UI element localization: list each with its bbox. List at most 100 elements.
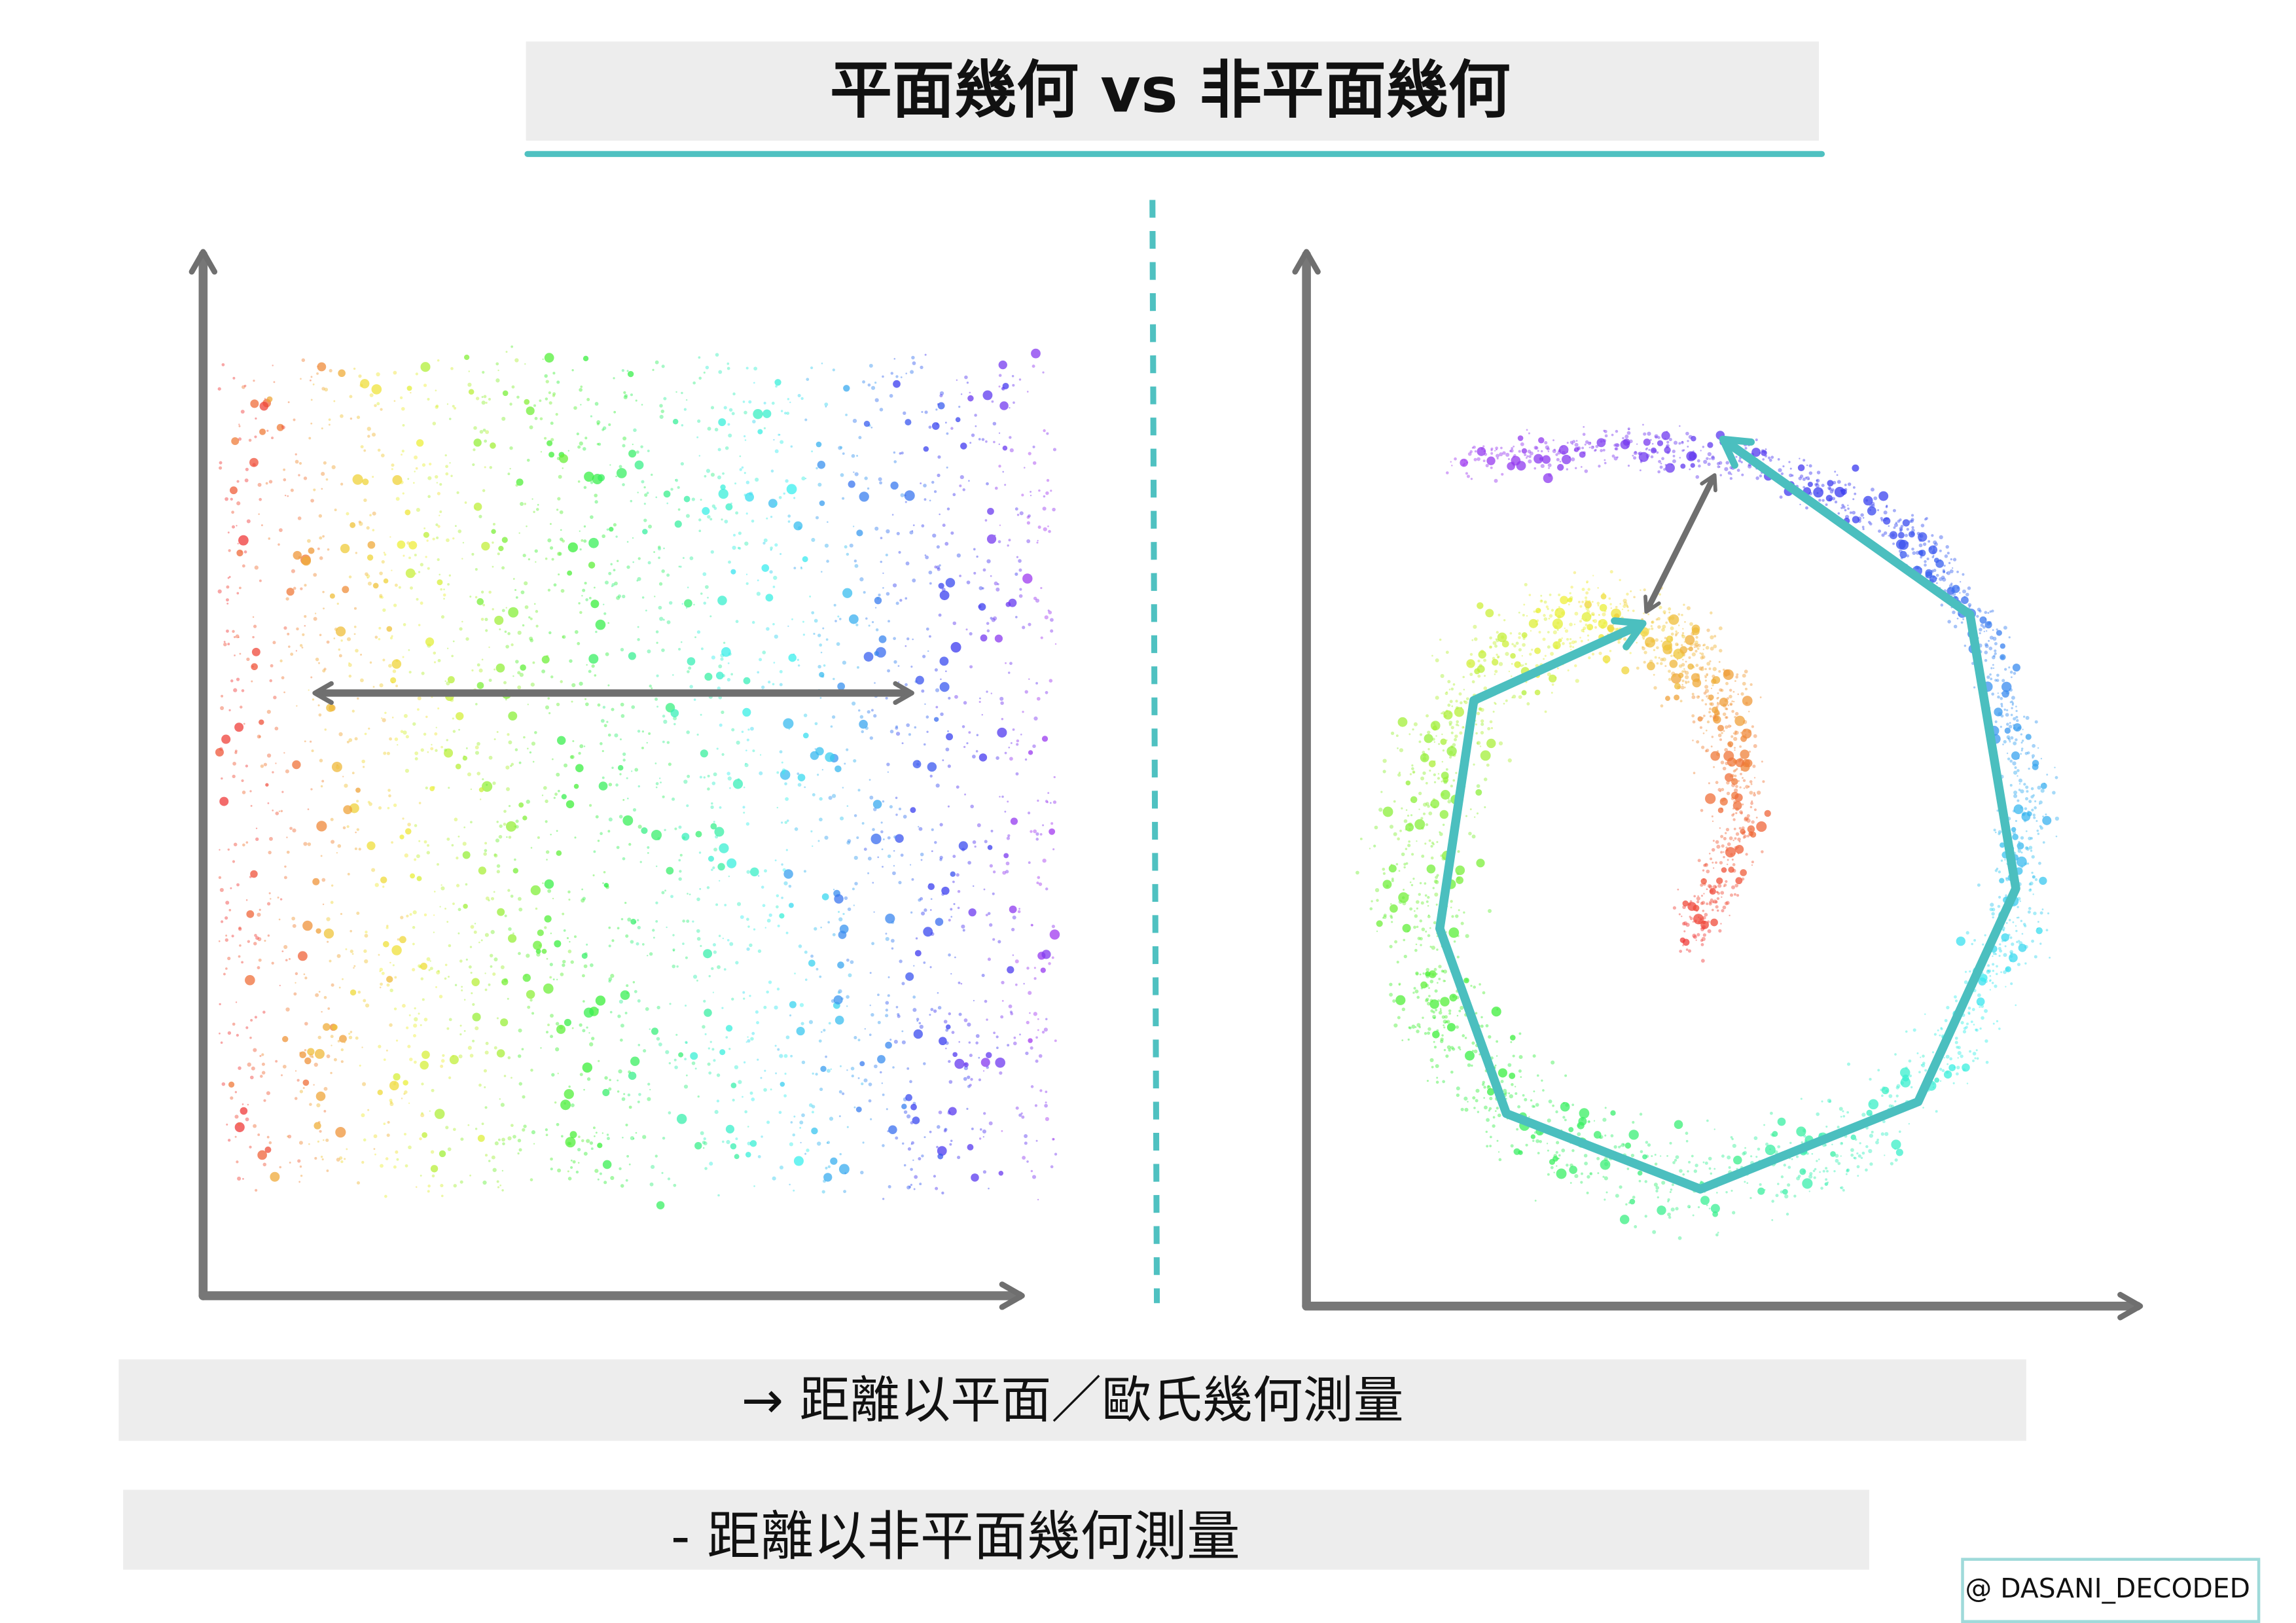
- scatter-dot: [735, 620, 739, 624]
- scatter-dot: [1408, 1026, 1411, 1029]
- scatter-dot: [363, 766, 365, 768]
- scatter-dot: [288, 645, 291, 648]
- scatter-dot: [1721, 896, 1723, 898]
- scatter-dot: [1657, 1205, 1666, 1215]
- scatter-dot: [707, 787, 710, 791]
- scatter-dot: [1710, 918, 1718, 927]
- scatter-dot: [394, 737, 399, 741]
- scatter-dot: [734, 482, 737, 485]
- scatter-dot: [988, 1121, 993, 1126]
- scatter-dot: [685, 956, 688, 959]
- scatter-dot: [978, 1078, 982, 1082]
- scatter-dot: [1030, 1046, 1033, 1050]
- scatter-dot: [590, 415, 593, 418]
- scatter-dot: [853, 759, 857, 763]
- scatter-dot: [413, 1024, 418, 1028]
- scatter-dot: [1602, 1175, 1605, 1178]
- scatter-dot: [793, 1115, 796, 1118]
- scatter-dot: [2001, 933, 2009, 942]
- scatter-dot: [736, 902, 742, 906]
- scatter-dot: [406, 1026, 409, 1029]
- scatter-dot: [1721, 799, 1724, 802]
- scatter-dot: [299, 1052, 302, 1054]
- scatter-dot: [363, 1138, 367, 1142]
- scatter-dot: [556, 1122, 560, 1126]
- scatter-dot: [323, 668, 327, 671]
- scatter-dot: [1787, 1166, 1791, 1169]
- scatter-dot: [628, 450, 637, 458]
- scatter-dot: [1496, 1139, 1499, 1142]
- scatter-dot: [969, 1054, 973, 1058]
- scatter-dot: [1052, 1138, 1055, 1141]
- scatter-dot: [253, 1124, 257, 1128]
- scatter-dot: [2022, 728, 2024, 730]
- scatter-dot: [823, 1179, 827, 1183]
- scatter-dot: [955, 417, 961, 423]
- scatter-dot: [1024, 758, 1028, 761]
- scatter-dot: [1514, 661, 1521, 668]
- scatter-dot: [547, 440, 553, 446]
- scatter-dot: [885, 936, 889, 941]
- scatter-dot: [786, 819, 789, 822]
- scatter-dot: [226, 629, 229, 633]
- scatter-dot: [578, 751, 581, 755]
- scatter-dot: [426, 851, 430, 855]
- scatter-dot: [698, 518, 702, 522]
- scatter-dot: [440, 615, 445, 619]
- scatter-dot: [1732, 863, 1736, 866]
- scatter-dot: [1438, 965, 1442, 969]
- scatter-dot: [1562, 642, 1565, 645]
- scatter-dot: [472, 463, 475, 467]
- scatter-dot: [1996, 1020, 1999, 1023]
- scatter-dot: [655, 865, 658, 867]
- scatter-dot: [937, 455, 941, 459]
- scatter-dot: [1717, 696, 1719, 699]
- scatter-dot: [950, 908, 953, 911]
- scatter-dot: [886, 592, 890, 596]
- scatter-dot: [1443, 1019, 1447, 1024]
- scatter-dot: [1431, 946, 1435, 950]
- scatter-dot: [1815, 484, 1820, 488]
- scatter-dot: [622, 483, 625, 486]
- scatter-dot: [988, 1187, 990, 1190]
- scatter-dot: [1869, 522, 1873, 526]
- scatter-dot: [1583, 425, 1585, 428]
- scatter-dot: [1035, 598, 1040, 603]
- scatter-dot: [415, 1186, 418, 1188]
- scatter-dot: [787, 398, 790, 401]
- scatter-dot: [1753, 808, 1757, 812]
- scatter-dot: [1721, 732, 1723, 734]
- scatter-dot: [340, 482, 344, 486]
- scatter-dot: [331, 1024, 338, 1031]
- scatter-dot: [313, 488, 316, 491]
- scatter-dot: [236, 1033, 239, 1037]
- scatter-dot: [589, 1141, 594, 1145]
- scatter-dot: [726, 677, 731, 682]
- scatter-dot: [1033, 967, 1036, 969]
- scatter-dot: [1445, 931, 1448, 933]
- scatter-dot: [569, 940, 571, 943]
- scatter-dot: [978, 1056, 980, 1059]
- scatter-dot: [1560, 1101, 1570, 1112]
- scatter-dot: [1444, 980, 1446, 982]
- scatter-dot: [1706, 902, 1709, 905]
- scatter-dot: [779, 913, 785, 919]
- scatter-dot: [1986, 969, 1990, 972]
- scatter-dot: [1687, 663, 1694, 670]
- scatter-dot: [1006, 836, 1011, 840]
- scatter-dot: [1731, 774, 1734, 777]
- scatter-dot: [658, 582, 663, 586]
- scatter-dot: [356, 828, 359, 831]
- scatter-dot: [1030, 1169, 1033, 1173]
- scatter-dot: [637, 785, 641, 788]
- scatter-dot: [1035, 1059, 1039, 1063]
- scatter-dot: [1840, 1155, 1842, 1157]
- scatter-dot: [1922, 542, 1927, 546]
- scatter-dot: [589, 804, 592, 807]
- scatter-dot: [1732, 801, 1742, 810]
- scatter-dot: [704, 673, 713, 681]
- scatter-dot: [1884, 1132, 1889, 1136]
- scatter-dot: [535, 948, 541, 954]
- scatter-dot: [937, 991, 939, 994]
- scatter-dot: [993, 1031, 996, 1035]
